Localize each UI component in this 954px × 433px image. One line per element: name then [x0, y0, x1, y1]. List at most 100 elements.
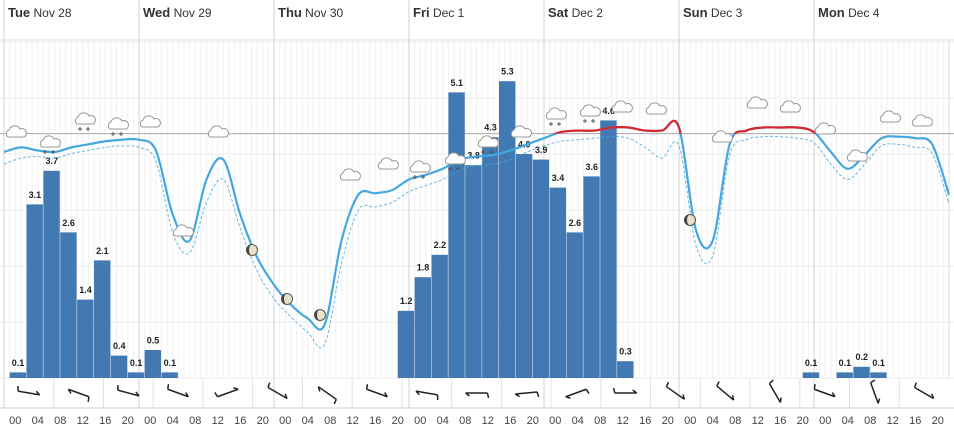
hour-label: 08 — [459, 415, 471, 427]
wind-arrow — [768, 379, 782, 403]
weather-icon — [74, 112, 96, 131]
cloud — [545, 107, 567, 120]
day-label: Fri Dec 1 — [413, 5, 465, 20]
cloud — [814, 122, 836, 135]
weather-icon — [107, 117, 129, 136]
precip-label: 4.3 — [484, 123, 497, 133]
weather-icon — [545, 107, 567, 126]
hour-label: 20 — [932, 415, 944, 427]
date: Nov 29 — [174, 6, 212, 20]
hour-label: 12 — [617, 415, 629, 427]
precip-label: 3.1 — [29, 190, 42, 200]
precip-bar — [448, 92, 465, 379]
wind-arrow — [116, 385, 140, 397]
precip-label: 1.8 — [417, 263, 430, 273]
precip-label: 4.6 — [602, 106, 615, 116]
weather-icon — [477, 135, 499, 154]
weather-icon — [409, 160, 431, 179]
cloud — [477, 135, 499, 148]
hour-label: 08 — [324, 415, 336, 427]
date: Dec 3 — [711, 6, 743, 20]
weekday: Mon — [818, 5, 845, 20]
wind-arrow — [17, 385, 41, 396]
snow — [549, 122, 561, 126]
wind-arrow — [612, 387, 638, 394]
precip-bar — [43, 170, 60, 378]
precip-bar — [9, 372, 26, 378]
precip-label: 2.6 — [569, 218, 582, 228]
weather-icon — [172, 224, 194, 237]
precip-label: 0.1 — [12, 358, 25, 368]
hour-label: 16 — [504, 415, 516, 427]
weather-icon — [746, 96, 768, 109]
snow — [78, 127, 90, 131]
hour-label: 08 — [54, 415, 66, 427]
precip-bar — [161, 372, 178, 378]
hour-label: 20 — [122, 415, 134, 427]
cloud — [846, 149, 868, 162]
cloud — [510, 125, 532, 138]
weather-icon — [377, 157, 399, 170]
hour-label: 08 — [729, 415, 741, 427]
precip-bar — [482, 137, 499, 378]
weekday: Wed — [143, 5, 170, 20]
hour-label: 16 — [774, 415, 786, 427]
hour-label: 04 — [437, 415, 449, 427]
precip-label: 5.3 — [501, 67, 514, 77]
precip-bar — [836, 372, 853, 378]
snow — [413, 175, 425, 179]
hour-label: 16 — [234, 415, 246, 427]
hour-label: 16 — [99, 415, 111, 427]
cloud — [611, 100, 633, 113]
weather-icon — [879, 110, 901, 123]
precip-bar — [532, 159, 550, 378]
precip-label: 0.1 — [130, 358, 143, 368]
cloud — [107, 117, 129, 130]
hour-label: 04 — [167, 415, 179, 427]
hour-label: 20 — [257, 415, 269, 427]
weather-icon — [911, 114, 933, 127]
cloud — [139, 115, 161, 128]
snow — [583, 119, 595, 123]
weather-icon — [779, 100, 801, 113]
wind-arrow — [869, 379, 881, 404]
weather-icon — [207, 125, 229, 138]
hour-label: 00 — [144, 415, 156, 427]
cloud — [879, 110, 901, 123]
weather-icon — [510, 125, 532, 138]
hour-label: 04 — [842, 415, 854, 427]
moon-shade — [281, 293, 287, 305]
day-label: Tue Nov 28 — [8, 5, 72, 20]
wind-arrow — [365, 384, 388, 398]
hour-label: 08 — [594, 415, 606, 427]
cloud — [339, 168, 361, 181]
cloud — [172, 224, 194, 237]
precip-bar — [499, 81, 516, 378]
weekday: Tue — [8, 5, 30, 20]
precip-label: 5.1 — [451, 78, 464, 88]
precip-label: 3.4 — [552, 173, 565, 183]
date: Nov 30 — [305, 6, 343, 20]
precip-bar — [515, 154, 533, 378]
precip-label: 0.1 — [805, 358, 818, 368]
precip-label: 3.6 — [586, 162, 599, 172]
wind-arrow — [167, 384, 190, 398]
cloud — [444, 152, 466, 165]
weather-icon — [39, 135, 61, 154]
wind-arrow — [267, 382, 288, 400]
weather-icon — [5, 125, 27, 138]
precip-bar — [549, 187, 566, 378]
hour-label: 20 — [527, 415, 539, 427]
precip-label: 2.2 — [434, 240, 447, 250]
weekday: Sun — [683, 5, 708, 20]
hour-label: 16 — [639, 415, 651, 427]
day-label: Thu Nov 30 — [278, 5, 344, 20]
precip-bar — [77, 299, 94, 378]
hour-label: 00 — [819, 415, 831, 427]
precip-bar — [397, 310, 415, 378]
cloud — [746, 96, 768, 109]
precip-label: 1.4 — [79, 285, 92, 295]
wind-arrow — [813, 384, 836, 398]
cloud — [39, 135, 61, 148]
